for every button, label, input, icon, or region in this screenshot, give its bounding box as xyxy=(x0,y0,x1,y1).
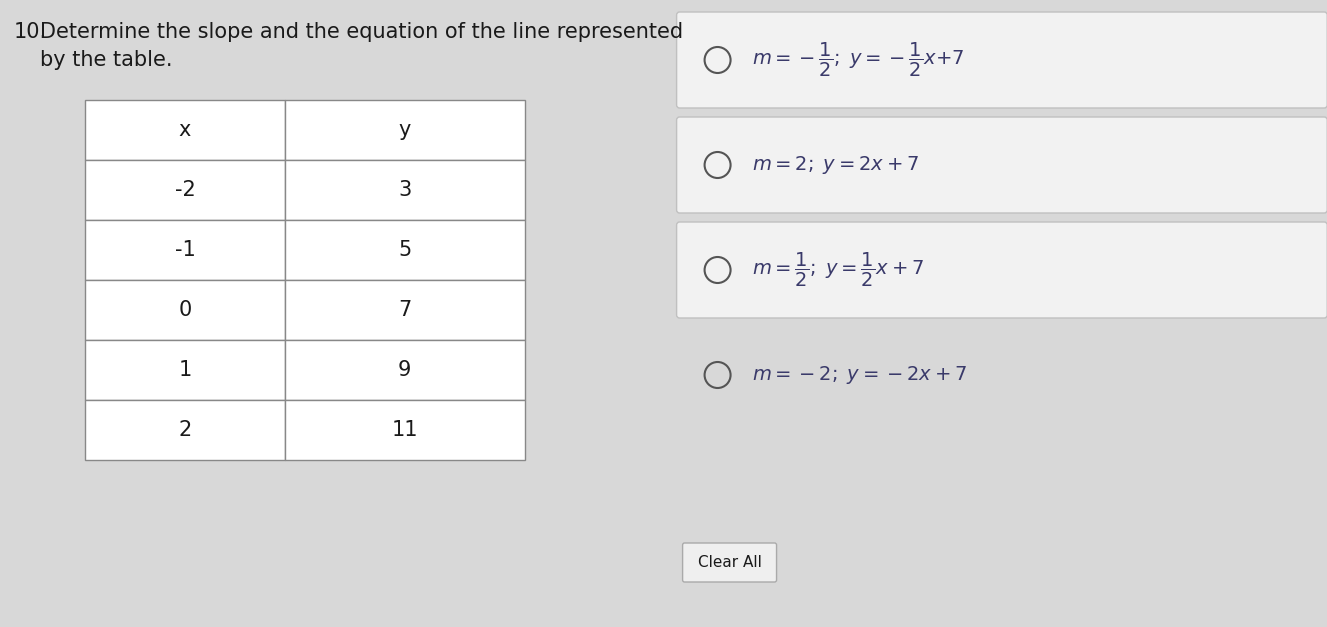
Bar xyxy=(85,100,285,160)
Bar xyxy=(85,400,285,460)
Bar xyxy=(285,220,524,280)
Bar xyxy=(285,100,524,160)
FancyBboxPatch shape xyxy=(682,543,776,582)
Text: 2: 2 xyxy=(178,420,191,440)
Text: Clear All: Clear All xyxy=(698,555,762,570)
Bar xyxy=(285,160,524,220)
Text: by the table.: by the table. xyxy=(40,50,173,70)
Text: $m = -\dfrac{1}{2};\; y = -\dfrac{1}{2}x{+}7$: $m = -\dfrac{1}{2};\; y = -\dfrac{1}{2}x… xyxy=(751,41,963,79)
Bar xyxy=(85,160,285,220)
Text: 10.: 10. xyxy=(15,22,48,42)
Text: $m = -2;\; y = -2x + 7$: $m = -2;\; y = -2x + 7$ xyxy=(751,364,966,386)
Text: 7: 7 xyxy=(398,300,411,320)
Text: 0: 0 xyxy=(178,300,191,320)
Bar xyxy=(285,340,524,400)
FancyBboxPatch shape xyxy=(677,12,1327,108)
Text: 3: 3 xyxy=(398,180,411,200)
Bar xyxy=(285,280,524,340)
Text: y: y xyxy=(398,120,411,140)
Text: -1: -1 xyxy=(175,240,195,260)
Bar xyxy=(85,280,285,340)
FancyBboxPatch shape xyxy=(677,117,1327,213)
Text: 1: 1 xyxy=(178,360,191,380)
Text: -2: -2 xyxy=(175,180,195,200)
Bar xyxy=(85,340,285,400)
Text: x: x xyxy=(179,120,191,140)
Text: $m = 2;\; y = 2x + 7$: $m = 2;\; y = 2x + 7$ xyxy=(751,154,918,176)
Text: Determine the slope and the equation of the line represented: Determine the slope and the equation of … xyxy=(40,22,683,42)
FancyBboxPatch shape xyxy=(677,222,1327,318)
Bar xyxy=(285,400,524,460)
Text: $m = \dfrac{1}{2};\; y = \dfrac{1}{2}x + 7$: $m = \dfrac{1}{2};\; y = \dfrac{1}{2}x +… xyxy=(751,251,924,289)
Text: 9: 9 xyxy=(398,360,411,380)
Text: 11: 11 xyxy=(391,420,418,440)
Bar xyxy=(85,220,285,280)
Text: 5: 5 xyxy=(398,240,411,260)
